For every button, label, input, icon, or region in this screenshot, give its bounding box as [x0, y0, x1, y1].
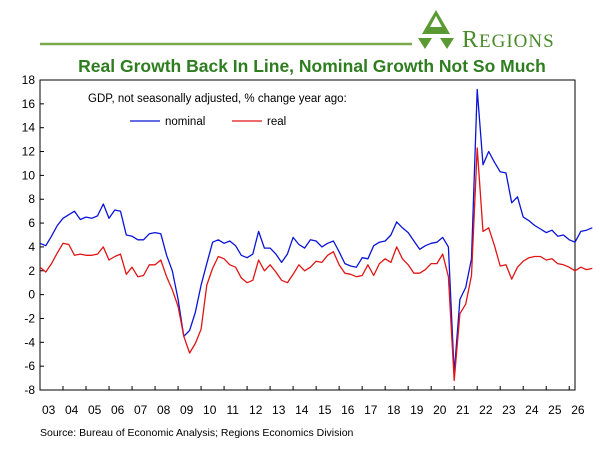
y-tick-label: -8: [24, 383, 35, 397]
x-tick-label: 05: [88, 403, 102, 417]
y-tick-label: 18: [22, 73, 36, 87]
y-tick-label: 10: [22, 168, 36, 182]
series-lines: [39, 88, 593, 382]
x-tick-label: 22: [479, 403, 493, 417]
x-tick-label: 15: [318, 403, 332, 417]
legend-label-nominal: nominal: [165, 116, 205, 128]
x-tick-label: 04: [65, 403, 79, 417]
x-tick-label: 08: [157, 403, 171, 417]
x-axis: 03 04 05 06 07 08 09 10 11 12 13 14 15 16 17 18 19 20 21 22…: [39, 386, 585, 417]
x-tick-label: 16: [341, 403, 355, 417]
y-tick-label: 12: [22, 145, 36, 159]
series-line-real: [39, 147, 593, 382]
brand-name: REGIONS: [462, 27, 555, 53]
y-axis: 18 16 14 12 10 8 6 4 2 0 -2 -4 -6 -8: [22, 73, 44, 397]
x-tick-label: 13: [272, 403, 286, 417]
y-tick-label: 6: [28, 216, 35, 230]
chart-title: Real Growth Back In Line, Nominal Growth…: [78, 56, 546, 76]
chart-subtitle: GDP, not seasonally adjusted, % change y…: [88, 93, 347, 105]
y-tick-label: -2: [24, 311, 35, 325]
x-tick-label: 24: [525, 403, 539, 417]
x-tick-label: 18: [387, 403, 401, 417]
x-tick-label: 20: [433, 403, 447, 417]
x-tick-label: 06: [111, 403, 125, 417]
x-tick-label: 21: [456, 403, 470, 417]
legend: nominal real: [130, 116, 286, 128]
x-tick-label: 17: [364, 403, 378, 417]
source-note: Source: Bureau of Economic Analysis; Reg…: [40, 427, 354, 439]
y-tick-label: 4: [28, 240, 35, 254]
x-tick-label: 23: [502, 403, 516, 417]
x-tick-label: 19: [410, 403, 424, 417]
y-tick-label: -6: [24, 359, 35, 373]
brand-header: REGIONS: [40, 10, 555, 53]
regions-logo-icon: [418, 10, 454, 49]
y-tick-label: -4: [24, 335, 35, 349]
x-tick-label: 11: [226, 403, 239, 417]
y-tick-label: 8: [28, 192, 35, 206]
y-tick-label: 2: [28, 264, 35, 278]
y-tick-label: 0: [28, 288, 35, 302]
plot-frame: [39, 79, 576, 391]
x-tick-label: 12: [249, 403, 263, 417]
legend-label-real: real: [267, 116, 286, 128]
y-tick-label: 14: [22, 121, 36, 135]
x-tick-label: 09: [180, 403, 194, 417]
x-tick-label: 03: [42, 403, 56, 417]
series-line-nominal: [39, 88, 593, 374]
x-tick-label: 26: [571, 403, 585, 417]
x-tick-label: 07: [134, 403, 148, 417]
x-tick-label: 25: [548, 403, 562, 417]
x-tick-label: 14: [295, 403, 309, 417]
x-tick-label: 10: [203, 403, 217, 417]
y-tick-label: 16: [22, 97, 36, 111]
